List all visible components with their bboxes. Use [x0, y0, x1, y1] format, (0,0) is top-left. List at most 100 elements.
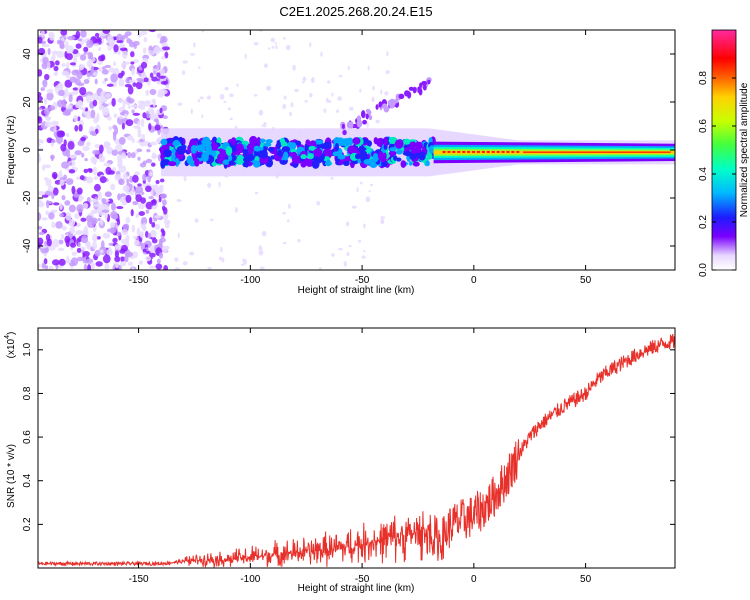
noise-speckle	[112, 67, 120, 76]
top-chart-title: C2E1.2025.268.20.24.E15	[279, 4, 432, 19]
noise-speckle	[71, 185, 76, 195]
noise-speckle	[138, 79, 145, 84]
y-tick-label: 0	[22, 147, 33, 153]
noise-speckle	[121, 122, 125, 130]
noise-speckle	[302, 76, 307, 82]
noise-speckle	[135, 81, 143, 90]
noise-speckle	[130, 104, 138, 108]
noise-speckle	[159, 107, 163, 114]
noise-speckle	[234, 125, 238, 130]
noise-speckle	[112, 237, 118, 243]
snr-series-line	[38, 333, 675, 568]
noise-speckle	[80, 235, 89, 244]
noise-speckle	[366, 121, 369, 128]
noise-speckle	[142, 112, 147, 119]
noise-speckle	[124, 113, 128, 118]
noise-speckle	[149, 216, 153, 225]
noise-speckle	[65, 212, 72, 221]
noise-speckle	[326, 97, 329, 103]
noise-speckle	[98, 55, 105, 62]
noise-speckle	[49, 31, 55, 41]
noise-speckle	[331, 253, 335, 257]
noise-speckle	[48, 212, 55, 220]
noise-speckle	[101, 209, 110, 213]
noise-speckle	[50, 139, 56, 144]
band-blob	[410, 141, 417, 148]
band-blob	[211, 151, 217, 157]
noise-speckle	[118, 78, 125, 87]
snr-scale-label: (x104)	[4, 332, 17, 359]
noise-speckle	[83, 168, 89, 174]
noise-speckle	[151, 221, 156, 228]
noise-speckle	[38, 197, 42, 204]
noise-speckle	[101, 240, 105, 250]
noise-speckle	[309, 42, 312, 48]
noise-speckle	[118, 136, 126, 145]
noise-speckle	[164, 221, 170, 229]
band-peak	[491, 150, 495, 153]
band-blob	[352, 137, 361, 145]
noise-speckle	[51, 120, 59, 126]
noise-speckle	[79, 106, 86, 111]
noise-speckle	[110, 221, 116, 228]
band-blob	[210, 142, 219, 151]
noise-speckle	[38, 237, 44, 246]
noise-speckle	[41, 194, 49, 198]
noise-speckle	[289, 111, 293, 117]
y-tick-label: 0.8	[22, 386, 33, 400]
noise-speckle	[145, 185, 152, 193]
noise-speckle	[93, 203, 100, 208]
branch-blob	[375, 104, 379, 110]
x-tick-label: -150	[129, 275, 149, 286]
y-tick-label: 20	[22, 96, 33, 108]
noise-speckle	[58, 170, 63, 177]
noise-speckle	[323, 108, 327, 113]
noise-speckle	[77, 100, 83, 108]
band-blob	[393, 155, 398, 161]
band-blob	[342, 138, 351, 147]
noise-speckle	[330, 177, 334, 180]
noise-speckle	[138, 211, 146, 217]
noise-speckle	[104, 64, 112, 69]
noise-speckle	[71, 251, 77, 257]
band-blob	[230, 137, 237, 146]
noise-speckle	[68, 94, 73, 103]
noise-speckle	[348, 106, 354, 111]
noise-speckle	[164, 51, 169, 59]
noise-speckle	[145, 89, 150, 97]
noise-speckle	[150, 230, 156, 238]
noise-speckle	[99, 144, 104, 154]
noise-speckle	[112, 81, 117, 86]
noise-speckle	[58, 89, 66, 97]
y-tick-label: 1.0	[22, 342, 33, 356]
noise-speckle	[74, 150, 82, 156]
band-blob	[425, 160, 430, 167]
band-blob	[418, 151, 426, 161]
band-blob	[325, 159, 332, 167]
branch-blob	[412, 86, 417, 94]
branch-blob	[360, 110, 366, 119]
noise-speckle	[161, 245, 168, 254]
noise-speckle	[189, 251, 195, 256]
noise-speckle	[44, 121, 52, 128]
noise-speckle	[206, 95, 211, 100]
noise-speckle	[79, 246, 86, 251]
noise-speckle	[89, 130, 97, 136]
noise-speckle	[130, 209, 134, 217]
noise-speckle	[219, 93, 225, 100]
noise-speckle	[74, 213, 80, 219]
x-tick-label: -150	[129, 574, 149, 585]
noise-speckle	[81, 152, 85, 158]
noise-speckle	[75, 30, 81, 39]
noise-speckle	[127, 261, 134, 267]
noise-speckle	[135, 194, 143, 203]
noise-speckle	[112, 132, 117, 142]
noise-speckle	[156, 33, 163, 39]
noise-speckle	[131, 109, 135, 114]
noise-speckle	[99, 218, 104, 226]
noise-speckle	[102, 254, 111, 264]
noise-speckle	[53, 125, 57, 133]
band-blob	[252, 160, 261, 168]
